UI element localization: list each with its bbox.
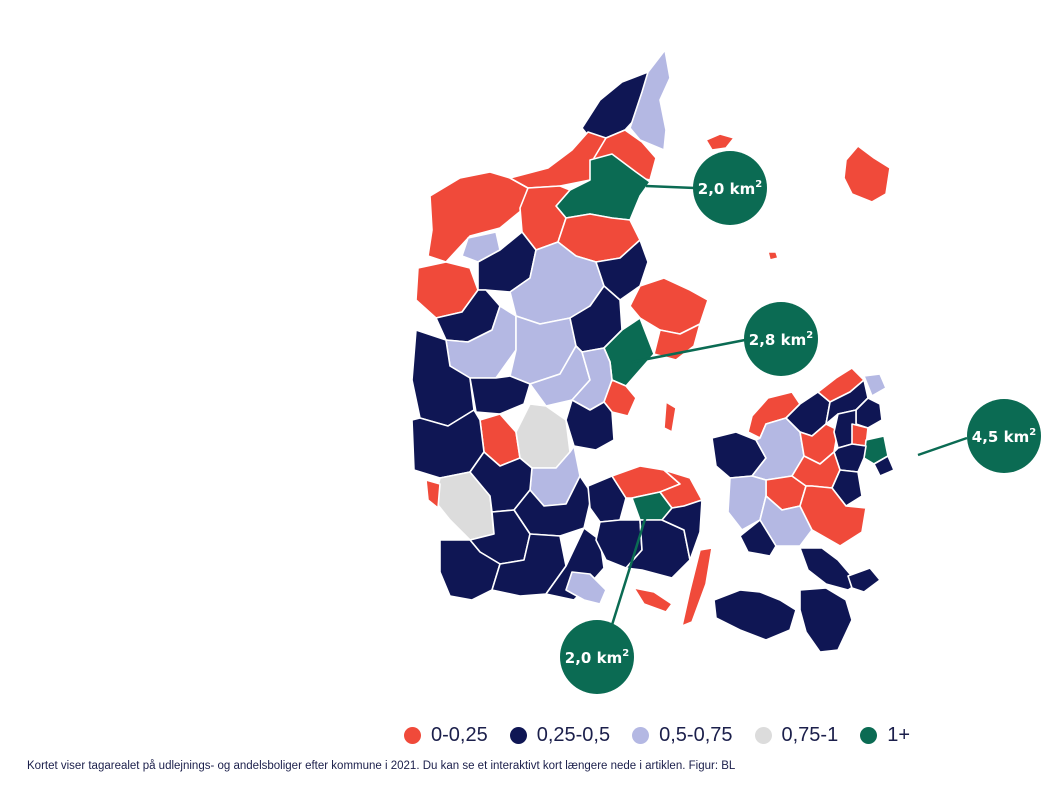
region-falster-navy: [799, 587, 853, 653]
callout-line-koebenhavn: [917, 436, 968, 457]
region-faxe-red: [799, 485, 867, 547]
legend-label-2: 0,5-0,75: [659, 724, 733, 746]
legend-swatch-1: [509, 727, 527, 744]
region-anholt-red: [767, 251, 779, 261]
legend-item-0: 0-0,25: [404, 724, 488, 747]
callout-bubble-aarhus: [744, 302, 818, 376]
region-bornholm-red: [843, 145, 891, 203]
callout-bubble-koebenhavn: [967, 399, 1041, 473]
callout-line-aarhus: [631, 338, 746, 364]
figure-caption: Kortet viser tagarealet på udlejnings- o…: [27, 760, 736, 772]
callout-text-odense: 2,0 km2: [565, 648, 629, 667]
callout-text-aalborg: 2,0 km2: [698, 179, 762, 198]
legend: 0-0,25 0,25-0,5 0,5-0,75 0,75-1 1+: [404, 724, 910, 747]
region-langeland-red: [681, 547, 713, 627]
region-stevns-navy: [739, 519, 777, 557]
region-als-lavender: [565, 571, 607, 605]
legend-label-1: 0,25-0,5: [536, 724, 611, 746]
legend-swatch-2: [632, 727, 650, 744]
legend-swatch-0: [404, 727, 421, 744]
legend-item-1: 0,25-0,5: [509, 724, 611, 747]
region-samsoe-red: [663, 401, 677, 433]
region-laesoe-red: [705, 133, 735, 151]
legend-item-4: 1+: [860, 724, 910, 747]
region-aeroe-red: [633, 587, 673, 613]
region-vejen-navy: [469, 451, 533, 513]
region-amager-navy: [873, 455, 895, 477]
region-moen-navy: [847, 567, 881, 593]
region-horsens-navy: [565, 399, 615, 451]
region-herning-navy: [469, 375, 531, 415]
callout-text-koebenhavn: 4,5 km2: [972, 427, 1036, 446]
callout-bubble-odense: [560, 620, 634, 694]
region-thisted-red: [427, 171, 529, 263]
legend-label-0: 0-0,25: [431, 724, 488, 746]
legend-label-4: 1+: [887, 724, 911, 746]
legend-item-3: 0,75-1: [754, 724, 839, 747]
region-billund-gray: [515, 403, 571, 469]
callout-line-aalborg: [645, 184, 696, 190]
callout-bubble-aalborg: [693, 151, 767, 225]
region-nyborg-navy: [661, 499, 703, 561]
legend-swatch-4: [860, 727, 878, 744]
callout-text-aarhus: 2,8 km2: [749, 330, 813, 349]
region-northtip-lavender: [629, 49, 671, 151]
legend-item-2: 0,5-0,75: [632, 724, 733, 747]
callout-line-odense: [610, 515, 648, 626]
region-fanoe-red: [425, 479, 441, 509]
legend-label-3: 0,75-1: [781, 724, 839, 746]
region-helsingoer-lavender: [863, 373, 887, 397]
region-lolland-navy: [713, 589, 797, 641]
legend-swatch-3: [754, 727, 772, 744]
region-varde-navy: [411, 409, 485, 479]
